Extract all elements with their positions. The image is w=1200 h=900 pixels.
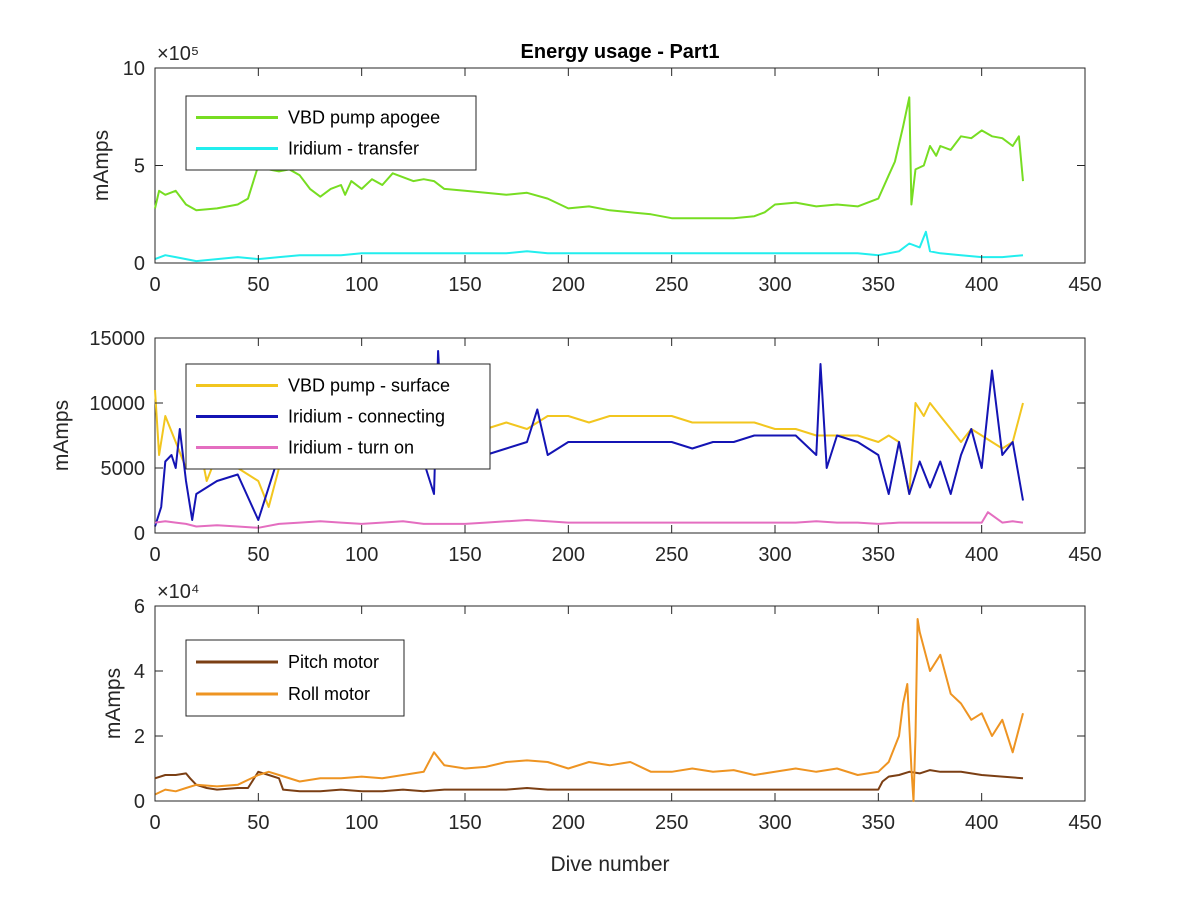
x-tick-label: 450	[1068, 812, 1101, 834]
y-tick-label: 5	[134, 156, 145, 178]
legend-entry-label: Iridium - connecting	[288, 407, 445, 427]
chart-panel-3: 0 50 100 150 200 250 300 350 400 450 0 2 4 6 ×10⁴ mAmps…	[102, 581, 1102, 876]
y-tick-label: 2	[134, 726, 145, 748]
legend-entry-label: VBD pump - surface	[288, 376, 450, 396]
x-tick-label: 50	[247, 544, 269, 566]
x-tick-label: 50	[247, 812, 269, 834]
x-tick-label: 100	[345, 812, 378, 834]
x-tick-label: 450	[1068, 274, 1101, 296]
x-tick-label: 150	[448, 274, 481, 296]
x-tick-label: 200	[552, 812, 585, 834]
x-tick-label: 300	[758, 544, 791, 566]
x-tick-label: 350	[862, 274, 895, 296]
x-tick-label: 150	[448, 812, 481, 834]
series-line-2-2	[154, 350, 1024, 527]
x-tick-label: 350	[862, 544, 895, 566]
y-tick-label: 10000	[89, 393, 145, 415]
chart-panel-1: 0 50 100 150 200 250 300 350 400 450 0 5 10 ×10⁵ mAmps…	[90, 43, 1102, 296]
y-tick-label: 0	[134, 523, 145, 545]
legend-entry-label: Roll motor	[288, 684, 370, 704]
x-tick-label: 250	[655, 544, 688, 566]
y-tick-label: 0	[134, 791, 145, 813]
x-tick-label: 0	[149, 274, 160, 296]
x-tick-label: 350	[862, 812, 895, 834]
legend-entry-label: Iridium - turn on	[288, 438, 414, 458]
x-tick-label: 400	[965, 812, 998, 834]
x-tick-label: 400	[965, 544, 998, 566]
y-tick-label: 15000	[89, 328, 145, 350]
x-tick-label: 300	[758, 812, 791, 834]
series-line-3-2	[154, 618, 1024, 802]
legend: VBD pump - surface Iridium - connecting Ir…	[185, 363, 491, 470]
y-axis-label: mAmps	[90, 130, 113, 201]
x-axis-label: Dive number	[550, 853, 669, 876]
figure-title: Energy usage - Part1	[521, 41, 720, 63]
series-line-1-2	[154, 230, 1024, 263]
legend-entry-label: Pitch motor	[288, 652, 379, 672]
x-tick-label: 300	[758, 274, 791, 296]
panels: 0 50 100 150 200 250 300 350 400 4500510×10⁵mAmps…	[50, 43, 1102, 876]
axis-exponent-label: ×10⁴	[157, 581, 200, 603]
legend: Pitch motor Roll motor	[185, 639, 405, 717]
x-tick-label: 0	[149, 812, 160, 834]
x-tick-label: 250	[655, 812, 688, 834]
x-tick-label: 400	[965, 274, 998, 296]
x-tick-label: 250	[655, 274, 688, 296]
x-tick-label: 50	[247, 274, 269, 296]
legend-entry-label: VBD pump apogee	[288, 108, 440, 128]
axis-exponent-label: ×10⁵	[157, 43, 199, 65]
series-line-2-1	[154, 389, 1024, 508]
series-line-2-3	[154, 511, 1024, 529]
legend-entry-label: Iridium - transfer	[288, 139, 419, 159]
x-tick-label: 100	[345, 274, 378, 296]
y-tick-label: 10	[123, 58, 145, 80]
y-axis-label: mAmps	[50, 400, 73, 471]
x-tick-label: 200	[552, 544, 585, 566]
y-tick-label: 6	[134, 596, 145, 618]
x-tick-label: 100	[345, 544, 378, 566]
y-tick-label: 5000	[101, 458, 146, 480]
x-tick-label: 0	[149, 544, 160, 566]
y-tick-label: 0	[134, 253, 145, 275]
x-tick-label: 200	[552, 274, 585, 296]
series-line-3-1	[154, 769, 1024, 793]
y-axis-label: mAmps	[102, 668, 125, 739]
legend-box	[185, 95, 477, 171]
x-tick-label: 450	[1068, 544, 1101, 566]
chart-panel-2: 0 50 100 150 200 250 300 350 400 450 0 5000 10000 150…	[50, 328, 1102, 566]
x-tick-label: 150	[448, 544, 481, 566]
y-tick-label: 4	[134, 661, 145, 683]
legend-box	[185, 639, 405, 717]
legend: VBD pump apogee Iridium - transfer	[185, 95, 477, 171]
